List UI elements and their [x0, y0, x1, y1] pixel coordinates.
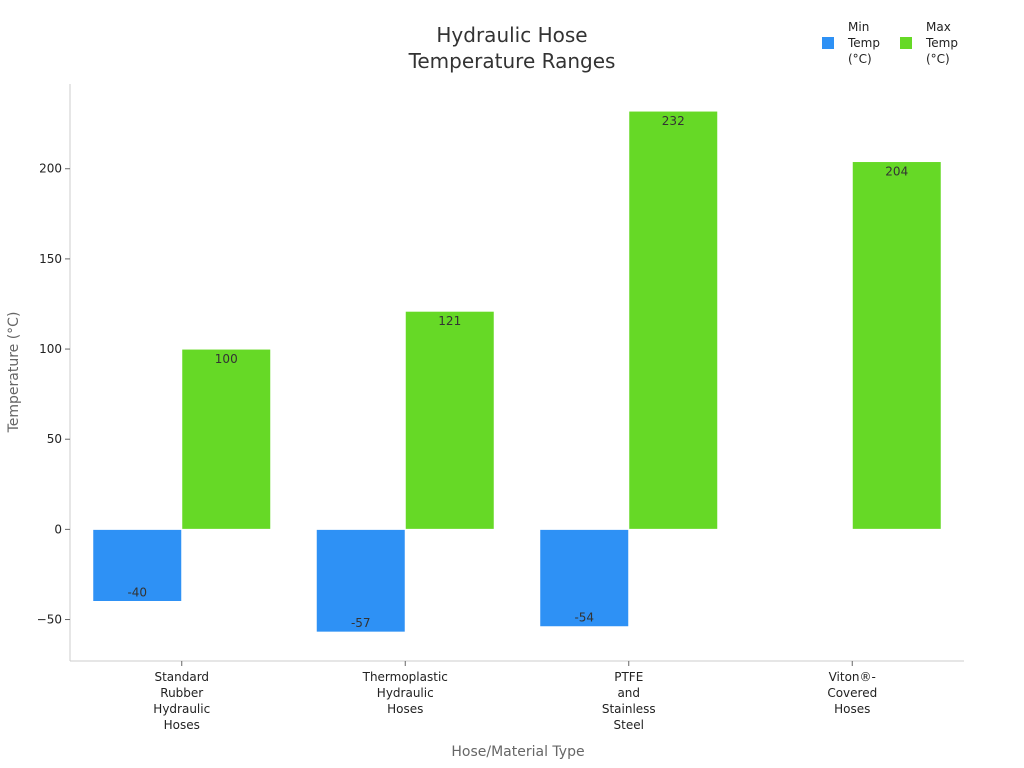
data-label: 204 — [885, 165, 908, 179]
max-temp-bar — [181, 348, 272, 530]
axes: −50 0 50 100 150 200 Standard Rubber Hydraulic Ho… — [37, 84, 964, 732]
min-temp-bar — [539, 528, 630, 628]
legend-label: Max Temp (°C) — [925, 20, 958, 66]
max-temp-bar — [404, 310, 495, 530]
x-tick-label-line: Covered — [827, 686, 877, 700]
x-tick-label-line: Standard — [154, 670, 209, 684]
y-tick-label: 100 — [39, 342, 62, 356]
chart-title: Hydraulic Hose Temperature Ranges — [408, 23, 616, 73]
y-tick-label: 50 — [47, 432, 62, 446]
y-tick-label: 200 — [39, 162, 62, 176]
data-label: -57 — [351, 616, 371, 630]
legend-label-line: Temp — [925, 36, 958, 50]
x-tick-label-line: Steel — [614, 718, 644, 732]
x-tick-label: Viton®- Covered Hoses — [827, 670, 877, 716]
chart-title-line-1: Hydraulic Hose — [436, 23, 587, 47]
x-tick-label-line: Rubber — [160, 686, 203, 700]
legend: Min Temp (°C) Max Temp (°C) — [822, 20, 958, 66]
x-tick-label: Thermoplastic Hydraulic Hoses — [362, 670, 448, 716]
data-label: 121 — [438, 314, 461, 328]
chart-title-line-2: Temperature Ranges — [408, 49, 616, 73]
bars — [92, 110, 942, 633]
min-temp-bar — [315, 528, 406, 633]
data-label: -40 — [127, 585, 147, 599]
x-tick-label-line: and — [617, 686, 640, 700]
legend-label-line: (°C) — [848, 52, 872, 66]
legend-label-line: Min — [848, 20, 869, 34]
legend-label: Min Temp (°C) — [847, 20, 880, 66]
data-labels: -40 100 -57 121 -54 232 204 — [127, 114, 908, 630]
max-temp-bar — [851, 161, 942, 530]
data-label: 232 — [662, 114, 685, 128]
x-tick-label-line: Stainless — [602, 702, 656, 716]
y-tick-label: 150 — [39, 252, 62, 266]
max-temp-bar — [628, 110, 719, 530]
legend-swatch — [822, 37, 834, 49]
data-label: -54 — [574, 611, 594, 625]
legend-label-line: (°C) — [926, 52, 950, 66]
legend-swatch — [900, 37, 912, 49]
x-tick-label-line: Hydraulic — [153, 702, 210, 716]
y-axis-label: Temperature (°C) — [6, 312, 22, 434]
x-tick-label-line: Thermoplastic — [362, 670, 448, 684]
legend-label-line: Temp — [847, 36, 880, 50]
x-tick-label-line: Hoses — [834, 702, 870, 716]
legend-label-line: Max — [926, 20, 951, 34]
data-label: 100 — [215, 352, 238, 366]
x-tick-label-line: Hydraulic — [377, 686, 434, 700]
x-tick-label-line: Hoses — [164, 718, 200, 732]
x-axis-label: Hose/Material Type — [451, 744, 584, 760]
x-tick-label-line: PTFE — [614, 670, 643, 684]
min-temp-bar — [92, 528, 183, 602]
y-tick-label: 0 — [54, 522, 62, 536]
x-tick-label: PTFE and Stainless Steel — [602, 670, 656, 732]
y-tick-label: −50 — [37, 613, 62, 627]
x-tick-label: Standard Rubber Hydraulic Hoses — [153, 670, 210, 732]
x-tick-label-line: Hoses — [387, 702, 423, 716]
x-tick-label-line: Viton®- — [829, 670, 876, 684]
